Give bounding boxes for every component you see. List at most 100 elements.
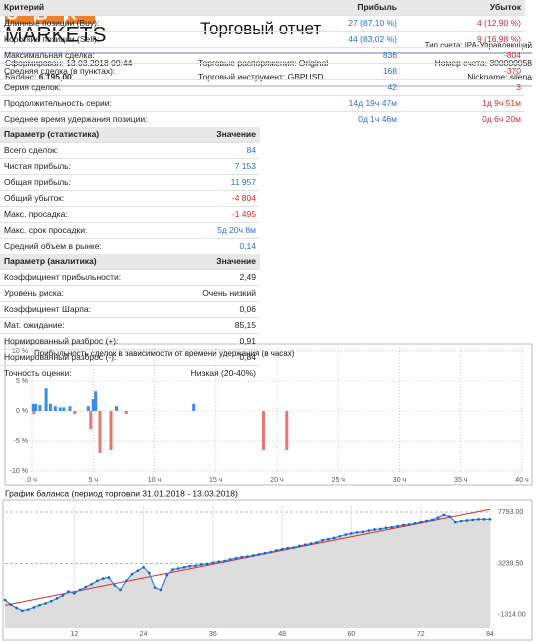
balance-point xyxy=(246,555,249,558)
bar xyxy=(62,407,66,411)
table-cell: Нормированный разброс (+): xyxy=(4,336,119,346)
balance-point xyxy=(124,579,128,583)
y-tick-label: 3239.50 xyxy=(498,560,523,567)
x-tick-label: 84 xyxy=(486,631,494,638)
table-cell: Макс. просадка: xyxy=(4,209,68,219)
balance-point xyxy=(61,594,65,597)
balance-point xyxy=(55,597,59,600)
x-tick-label: 5 ч xyxy=(89,477,99,484)
table-cell: Средний объем в рынке: xyxy=(4,241,102,251)
balance-point xyxy=(205,562,209,566)
table-cell: Всего сделок: xyxy=(4,145,59,155)
x-tick-label: 35 ч xyxy=(454,477,468,484)
table-cell: 0д 6ч 20м xyxy=(482,114,521,124)
balance-area xyxy=(5,514,490,628)
x-tick-label: 72 xyxy=(417,631,425,638)
table-cell: 1д 9ч 51м xyxy=(482,98,521,108)
balance-point xyxy=(378,527,382,531)
balance-point xyxy=(327,537,330,541)
y-tick-label: 0 % xyxy=(16,408,28,415)
balance-value: 6 195,00 xyxy=(38,72,72,82)
bar xyxy=(86,406,90,411)
table-row: Мат. ожидание: 85,15 xyxy=(0,318,260,334)
balance-point xyxy=(332,536,336,540)
bar xyxy=(34,403,38,411)
y-tick-label: 5 % xyxy=(16,378,28,385)
table-cell: Чистая прибыль: xyxy=(4,161,71,171)
y-tick-label: 7793.00 xyxy=(498,509,523,516)
bar xyxy=(53,406,57,411)
balance-point xyxy=(194,564,197,567)
table-cell: 42 xyxy=(387,82,397,92)
table-row: Точность оценки: Низкая (20-40%) xyxy=(0,366,260,381)
balance-point xyxy=(402,523,405,527)
balance-point xyxy=(355,531,359,534)
table-cell: 0,14 xyxy=(239,241,256,251)
bar xyxy=(58,407,62,411)
table-row: Коэффициент Шарпа: 0,06 xyxy=(0,302,260,318)
balance-point xyxy=(153,586,157,589)
bar xyxy=(89,411,93,429)
balance-point xyxy=(465,519,469,522)
balance-point xyxy=(286,546,290,550)
balance-point xyxy=(200,563,203,566)
bar xyxy=(285,411,289,450)
table-cell: Мат. ожидание: xyxy=(4,320,65,330)
table-cell: Серия сделок: xyxy=(4,82,61,92)
bar xyxy=(73,411,77,414)
header-cell: Убыток xyxy=(489,2,521,12)
header-cell: Критерий xyxy=(4,2,45,12)
balance-point xyxy=(72,591,76,595)
y-tick-label: -10 % xyxy=(10,468,28,475)
nickname: Nickname: silena xyxy=(467,72,532,82)
balance-point xyxy=(101,577,105,580)
balance-point xyxy=(26,608,30,611)
bar-chart-frame xyxy=(4,343,533,486)
x-tick-label: 20 ч xyxy=(270,477,284,484)
y-tick-label: 10 % xyxy=(12,348,28,355)
table-row: Максимальная сделка: 836 -804 xyxy=(0,48,525,64)
table-cell: 0,91 xyxy=(239,336,256,346)
x-tick-label: 48 xyxy=(278,631,286,638)
balance-point xyxy=(130,572,134,576)
table-row: Среднее время удержания позиции: 0д 1ч 46… xyxy=(0,112,525,127)
table-cell: 5д 20ч 8м xyxy=(217,225,256,235)
balance-point xyxy=(303,543,307,547)
balance-point xyxy=(338,534,342,538)
balance-point xyxy=(113,584,117,587)
logo-bottom: MARKETS xyxy=(5,24,107,47)
table-cell: Длинные позиции (Buy): xyxy=(4,18,100,28)
table-row: Серия сделок: 42 3 xyxy=(0,80,525,96)
balance-point xyxy=(32,606,36,609)
table-row: Продолжительность серии: 14д 19ч 47м 1д 9ч… xyxy=(0,96,525,112)
report-title: Торговый отчет xyxy=(200,19,322,38)
balance-point xyxy=(361,530,365,534)
table-cell: Коэффициент прибыльности: xyxy=(4,272,122,282)
balance-point xyxy=(488,517,492,521)
table-cell: 0,84 xyxy=(239,352,256,362)
table-cell: 7 153 xyxy=(234,161,256,171)
bar xyxy=(31,403,35,411)
table-cell: 11 957 xyxy=(230,177,256,187)
table-cell: Общий убыток: xyxy=(4,193,65,203)
y-tick-label: -5 % xyxy=(14,438,28,445)
x-tick-label: 10 ч xyxy=(148,477,162,484)
balance-point xyxy=(67,590,70,593)
balance-point xyxy=(367,529,371,532)
table-cell: 2,49 xyxy=(239,272,256,282)
y-tick-label: -1314.00 xyxy=(498,612,526,619)
bar xyxy=(98,411,102,453)
table-cell: Средняя сделка (в пунктах): xyxy=(4,66,116,76)
table-row: Чистая прибыль: 7 153 xyxy=(0,159,260,175)
table-cell: Продолжительность серии: xyxy=(4,98,112,108)
header-cell: Параметр (статистика) xyxy=(4,129,100,139)
balance-point xyxy=(269,550,272,554)
table-cell: Уровень риска: xyxy=(4,288,64,298)
balance-point xyxy=(257,553,261,556)
balance-point xyxy=(384,526,388,530)
balance-point xyxy=(176,567,180,570)
table-cell: 27 (87,10 %) xyxy=(348,18,397,28)
balance-point xyxy=(142,566,145,569)
